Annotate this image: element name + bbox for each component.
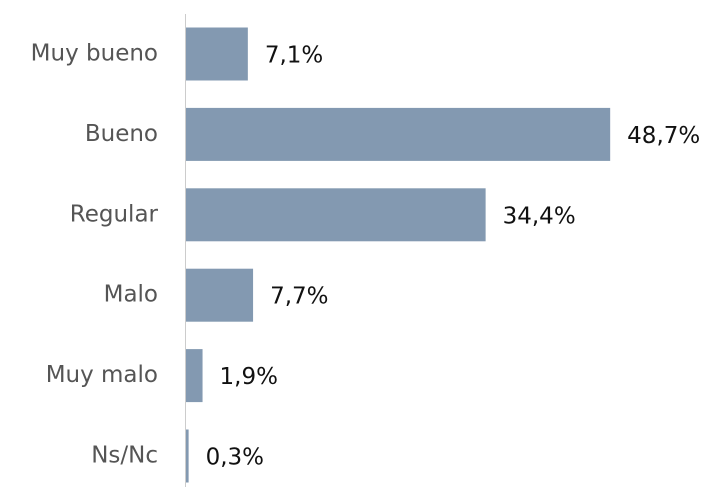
- category-label: Malo: [104, 282, 158, 308]
- category-label: Muy malo: [46, 362, 158, 388]
- value-label: 1,9%: [220, 364, 278, 390]
- bar: [186, 268, 254, 322]
- value-label: 34,4%: [503, 203, 576, 229]
- category-label: Bueno: [85, 121, 158, 147]
- category-label: Muy bueno: [31, 41, 158, 67]
- category-label: Ns/Nc: [91, 443, 158, 469]
- bar: [186, 429, 189, 483]
- category-label: Regular: [70, 201, 159, 227]
- value-label: 48,7%: [627, 123, 700, 149]
- value-label: 7,7%: [270, 284, 328, 310]
- bar: [186, 188, 486, 242]
- bar: [186, 349, 203, 403]
- bar: [186, 107, 611, 161]
- value-label: 7,1%: [265, 43, 323, 69]
- bar: [186, 27, 248, 81]
- value-label: 0,3%: [206, 445, 264, 471]
